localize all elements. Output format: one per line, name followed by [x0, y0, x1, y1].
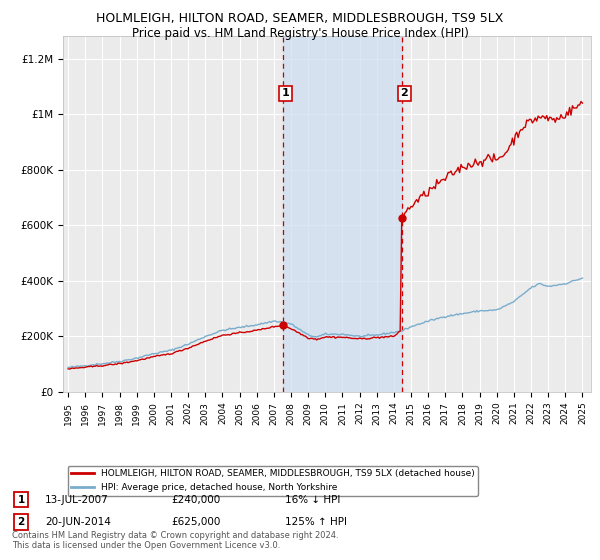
Legend: HOLMLEIGH, HILTON ROAD, SEAMER, MIDDLESBROUGH, TS9 5LX (detached house), HPI: Av: HOLMLEIGH, HILTON ROAD, SEAMER, MIDDLESB… — [68, 466, 478, 496]
Text: Price paid vs. HM Land Registry's House Price Index (HPI): Price paid vs. HM Land Registry's House … — [131, 27, 469, 40]
Text: HOLMLEIGH, HILTON ROAD, SEAMER, MIDDLESBROUGH, TS9 5LX: HOLMLEIGH, HILTON ROAD, SEAMER, MIDDLESB… — [97, 12, 503, 25]
Text: 2: 2 — [17, 517, 25, 527]
Text: 20-JUN-2014: 20-JUN-2014 — [45, 517, 111, 527]
Text: 2: 2 — [400, 88, 408, 99]
Text: 13-JUL-2007: 13-JUL-2007 — [45, 494, 109, 505]
Text: 16% ↓ HPI: 16% ↓ HPI — [285, 494, 340, 505]
Text: 1: 1 — [17, 494, 25, 505]
Bar — [283, 36, 402, 392]
Text: 125% ↑ HPI: 125% ↑ HPI — [285, 517, 347, 527]
Text: £240,000: £240,000 — [171, 494, 220, 505]
Text: Contains HM Land Registry data © Crown copyright and database right 2024.
This d: Contains HM Land Registry data © Crown c… — [12, 530, 338, 550]
Text: 1: 1 — [282, 88, 290, 99]
Text: £625,000: £625,000 — [171, 517, 220, 527]
